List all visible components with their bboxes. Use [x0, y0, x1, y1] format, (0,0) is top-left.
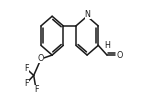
Text: N: N [85, 10, 91, 19]
Text: F: F [34, 85, 38, 94]
Text: O: O [38, 54, 44, 63]
Text: O: O [117, 51, 123, 60]
Text: F: F [24, 79, 29, 88]
Text: F: F [24, 64, 29, 73]
Text: H: H [104, 41, 110, 50]
